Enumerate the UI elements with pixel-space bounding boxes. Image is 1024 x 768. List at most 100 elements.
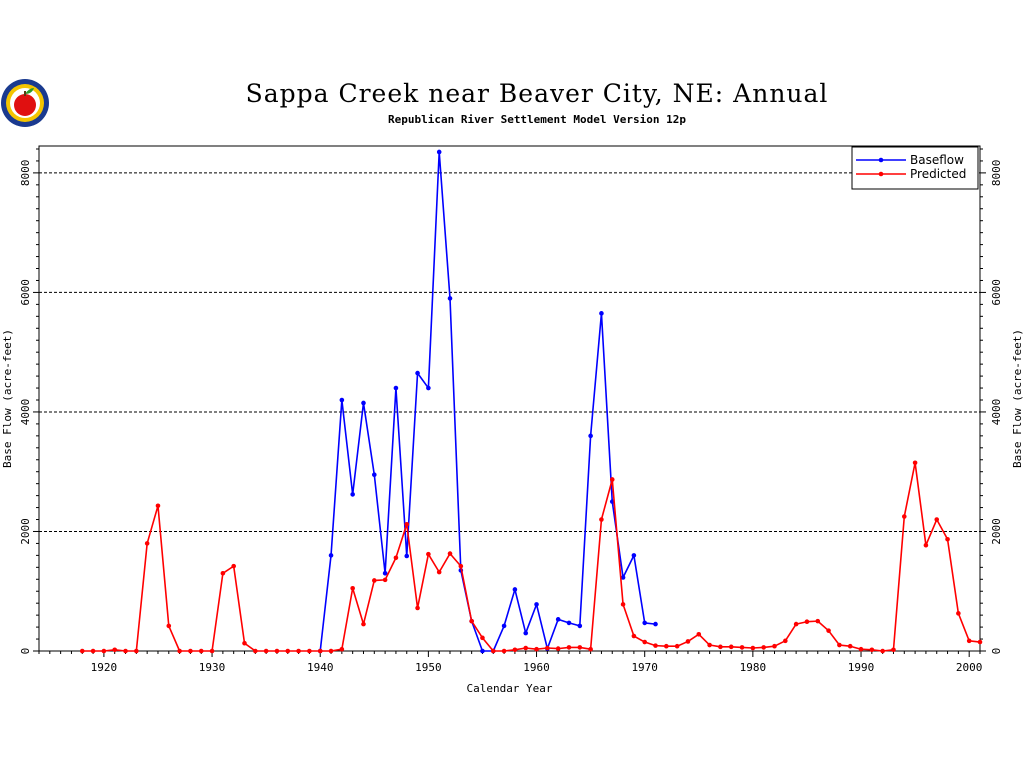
y-tick-label-left: 2000 [19, 518, 32, 545]
data-point [328, 553, 334, 558]
y-tick-label-left: 8000 [19, 160, 32, 187]
x-tick-label: 1930 [199, 661, 226, 674]
data-point [166, 623, 172, 629]
axes: 1920 1930 1940 1950 1960 1970 1980 1990 2000 0 0 20… [19, 148, 1003, 674]
data-point [209, 648, 215, 654]
data-point [912, 460, 918, 466]
data-point [188, 648, 193, 654]
legend-marker [878, 157, 884, 163]
data-point [426, 551, 431, 557]
series-line [82, 461, 981, 652]
data-point [523, 645, 529, 651]
data-point [588, 646, 593, 652]
x-tick-label: 1950 [415, 661, 442, 674]
data-point [263, 648, 269, 654]
data-point [393, 385, 399, 391]
data-point [231, 563, 236, 569]
data-point [79, 648, 85, 654]
data-point [869, 647, 875, 653]
data-point [134, 648, 139, 654]
data-point [296, 648, 301, 654]
x-tick-label: 1990 [848, 661, 875, 674]
data-point [490, 648, 496, 654]
data-point [112, 647, 118, 653]
data-point [220, 571, 226, 576]
data-point [956, 611, 961, 616]
data-point [382, 571, 388, 576]
data-point [361, 621, 366, 627]
data-point [198, 648, 204, 654]
data-point [923, 542, 929, 548]
chart-title: Sappa Creek near Beaver City, NE: Annual [246, 79, 829, 108]
data-point [123, 648, 128, 654]
data-point [631, 633, 637, 639]
data-point [664, 643, 669, 649]
data-point [642, 620, 648, 626]
data-point [609, 477, 615, 482]
data-point [447, 551, 453, 556]
data-point [631, 553, 637, 558]
data-point [750, 645, 756, 651]
data-point [393, 555, 399, 561]
data-point [523, 630, 529, 636]
data-point [350, 492, 355, 497]
series-layer [79, 149, 983, 654]
data-point [512, 587, 518, 592]
data-point [436, 149, 442, 155]
data-point [501, 648, 507, 654]
chart-subtitle: Republican River Settlement Model Versio… [388, 113, 686, 126]
data-point [339, 646, 345, 652]
data-point [620, 602, 626, 607]
data-point [696, 631, 702, 637]
data-point [901, 514, 907, 519]
data-point [566, 620, 572, 626]
data-point [674, 643, 680, 649]
data-point [945, 536, 950, 542]
data-point [144, 541, 150, 546]
series-baseflow [317, 149, 658, 654]
series-line [319, 151, 656, 652]
x-tick-label: 2000 [956, 661, 983, 674]
y-tick-label-left: 4000 [19, 399, 32, 426]
data-point [480, 635, 485, 641]
y-axis-label: Base Flow (acre-feet) [1, 329, 14, 468]
data-point [685, 639, 691, 644]
y-tick-label-left: 6000 [19, 279, 32, 306]
data-point [966, 638, 972, 644]
y-tick-label-right: 2000 [990, 518, 1003, 545]
data-point [415, 370, 420, 376]
data-point [307, 648, 312, 654]
data-point [620, 575, 626, 580]
data-point [534, 602, 539, 607]
data-point [793, 621, 799, 627]
data-point [555, 617, 561, 622]
data-point [880, 648, 885, 654]
grid-lines [39, 172, 980, 532]
data-point [177, 648, 182, 654]
data-point [577, 645, 583, 650]
legend-marker [878, 171, 884, 177]
data-point [826, 628, 831, 633]
x-axis-label: Calendar Year [466, 682, 552, 695]
data-point [458, 563, 464, 569]
data-point [642, 639, 648, 645]
data-point [555, 646, 561, 651]
data-point [783, 638, 788, 644]
data-point [534, 646, 539, 652]
data-point [242, 640, 247, 646]
data-point [469, 618, 474, 624]
y-tick-label-right: 6000 [990, 279, 1003, 306]
data-point [101, 648, 107, 654]
data-point [371, 472, 377, 477]
legend-box [851, 146, 979, 190]
data-point [90, 648, 96, 654]
data-point [577, 623, 583, 629]
data-point [501, 623, 507, 629]
data-point [350, 585, 355, 591]
data-point [404, 522, 410, 527]
data-point [545, 645, 550, 651]
data-point [415, 605, 420, 611]
y-tick-label-right: 8000 [990, 160, 1003, 187]
data-point [317, 648, 323, 654]
